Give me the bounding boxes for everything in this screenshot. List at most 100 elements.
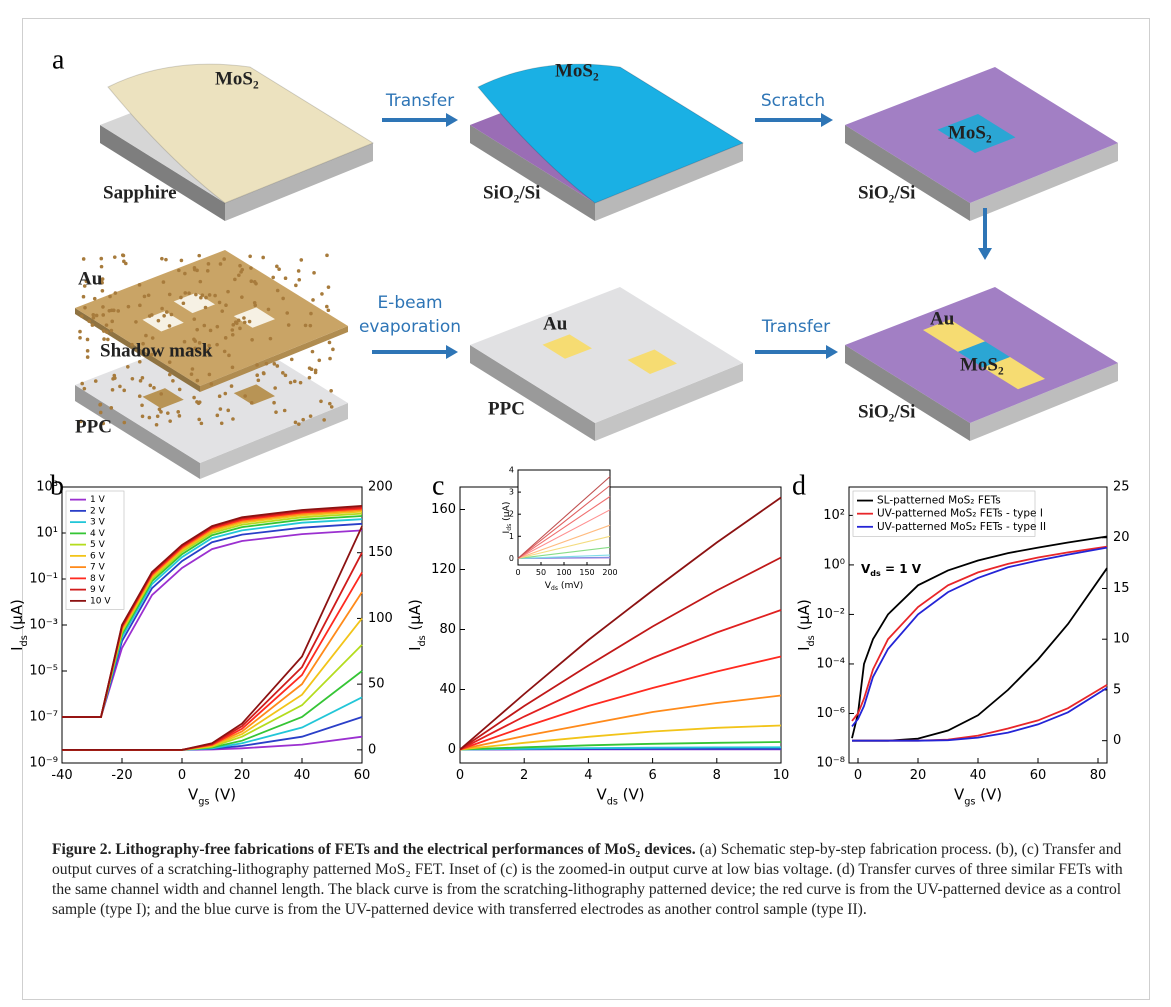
- au-particle: [110, 329, 114, 333]
- au-particle: [113, 255, 117, 259]
- au-particle: [86, 338, 90, 342]
- au-particle: [285, 311, 289, 315]
- axis-label-part: (μA): [8, 599, 26, 635]
- au-particle: [87, 319, 91, 323]
- au-particle: [141, 414, 145, 418]
- au-particle: [276, 364, 280, 368]
- au-particle: [162, 280, 166, 284]
- legend-label: 1 V: [90, 495, 106, 505]
- au-particle: [210, 382, 214, 386]
- y2-tick-label: 100: [368, 611, 393, 626]
- au-particle: [192, 396, 196, 400]
- au-particle: [231, 366, 235, 370]
- au-particle: [200, 422, 204, 426]
- au-particle: [272, 401, 276, 405]
- au-particle: [299, 258, 303, 262]
- legend-label: 10 V: [90, 596, 111, 606]
- electrode-label: Au: [930, 308, 955, 329]
- au-particle: [237, 273, 241, 277]
- annotation-part: = 1 V: [881, 562, 922, 576]
- x-tick-label: 40: [970, 768, 987, 783]
- substrate-label: PPC: [488, 398, 525, 419]
- y-tick-label: 10⁻⁶: [816, 706, 845, 721]
- y-tick-label: 0: [509, 554, 514, 563]
- au-particle: [262, 371, 266, 375]
- au-particle: [227, 354, 231, 358]
- au-particle: [273, 362, 277, 366]
- y-tick-label: 80: [439, 622, 456, 637]
- arrow-head: [446, 345, 458, 359]
- au-particle: [218, 394, 222, 398]
- mask-label: Shadow mask: [100, 340, 213, 361]
- arrow-head: [978, 248, 992, 260]
- axis-label-part: ds: [506, 524, 513, 531]
- au-particle: [177, 269, 181, 273]
- au-particle: [231, 417, 235, 421]
- legend-label: 9 V: [90, 585, 106, 595]
- x-tick-label: 20: [910, 768, 927, 783]
- y2-tick-label: 10: [1113, 632, 1130, 647]
- au-particle: [219, 407, 223, 411]
- au-particle: [83, 306, 87, 310]
- au-particle: [78, 330, 82, 334]
- legend-label: 8 V: [90, 574, 106, 584]
- au-particle: [156, 415, 160, 419]
- arrow-head: [446, 113, 458, 127]
- au-particle: [218, 301, 222, 305]
- au-particle: [289, 381, 293, 385]
- au-particle: [267, 308, 271, 312]
- au-particle: [312, 271, 316, 275]
- au-particle: [223, 392, 227, 396]
- film-label: MoS₂: [960, 354, 1004, 375]
- au-particle: [180, 259, 184, 263]
- au-particle: [299, 381, 303, 385]
- au-particle: [122, 389, 126, 393]
- legend-label: 7 V: [90, 563, 106, 573]
- au-particle: [168, 324, 172, 328]
- slab-top: [75, 250, 348, 386]
- au-particle: [122, 254, 126, 258]
- au-particle: [301, 418, 305, 422]
- step-label: E-beam: [377, 293, 442, 313]
- axis-label-part: ds: [417, 635, 428, 646]
- film-label: MoS₂: [948, 122, 992, 143]
- caption-title: Figure 2. Lithography-free fabrications …: [52, 841, 696, 858]
- au-particle: [155, 423, 159, 427]
- au-particle: [143, 295, 147, 299]
- y-tick-label: 10⁻⁵: [29, 664, 58, 679]
- au-particle: [209, 329, 213, 333]
- legend-label: 2 V: [90, 506, 106, 516]
- au-particle: [78, 336, 82, 340]
- au-particle: [162, 314, 166, 318]
- caption: Figure 2. Lithography-free fabrications …: [52, 840, 1132, 920]
- au-particle: [219, 262, 223, 266]
- legend-label: 6 V: [90, 551, 106, 561]
- legend-label: UV-patterned MoS₂ FETs - type II: [877, 521, 1046, 533]
- au-particle: [144, 334, 148, 338]
- au-particle: [257, 379, 261, 383]
- au-particle: [243, 394, 247, 398]
- au-particle: [322, 418, 326, 422]
- au-particle: [98, 403, 102, 407]
- au-particle: [273, 386, 277, 390]
- au-particle: [95, 314, 99, 318]
- y-tick-label: 4: [509, 466, 514, 475]
- au-particle: [165, 310, 169, 314]
- au-particle: [224, 303, 228, 307]
- au-particle: [331, 348, 335, 352]
- step-label: Transfer: [385, 91, 454, 111]
- au-particle: [328, 357, 332, 361]
- y-tick-label: 10⁻⁷: [29, 710, 58, 725]
- au-particle: [190, 372, 194, 376]
- x-tick-label: 10: [773, 768, 790, 783]
- y-tick-label: 0: [448, 742, 456, 757]
- au-particle: [86, 355, 90, 359]
- au-particle: [274, 410, 278, 414]
- axis-label-part: (V): [618, 786, 645, 804]
- au-particle: [99, 411, 103, 415]
- au-particle: [138, 283, 142, 287]
- au-particle: [168, 373, 172, 377]
- axis-label-part: (μA): [501, 502, 512, 524]
- au-particle: [138, 304, 142, 308]
- au-particle: [328, 402, 332, 406]
